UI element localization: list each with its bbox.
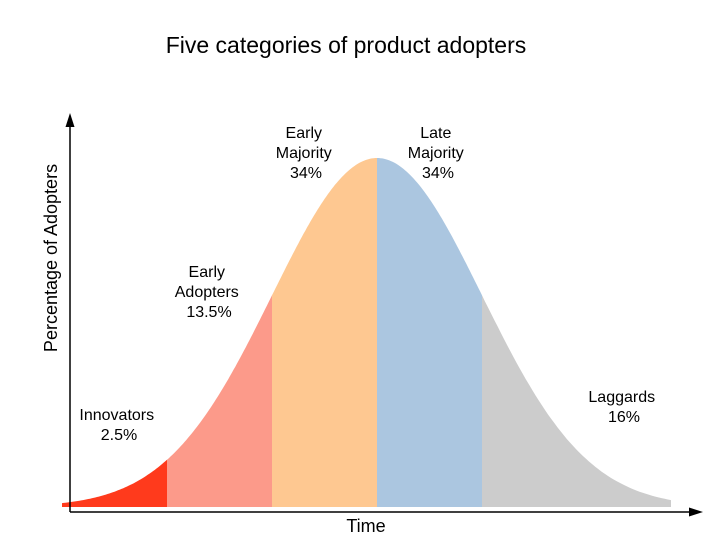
laggards-label: Laggards 16% [588, 389, 659, 426]
early-adopters-segment [167, 295, 272, 507]
diagram-title: Five categories of product adopters [166, 32, 527, 58]
early-majority-segment [272, 158, 377, 507]
y-axis-label: Percentage of Adopters [41, 164, 61, 352]
laggards-segment [482, 295, 671, 507]
y-axis-arrowhead [65, 113, 75, 127]
early-adopters-label: Early Adopters 13.5% [175, 264, 244, 321]
late-majority-segment [377, 158, 482, 507]
early-majority-label: Early Majority 34% [276, 125, 336, 182]
bell-curve [62, 158, 671, 507]
late-majority-label: Late Majority 34% [408, 125, 468, 182]
x-axis-arrowhead [689, 507, 703, 517]
innovators-segment [62, 459, 167, 507]
x-axis-label: Time [346, 516, 385, 536]
innovators-label: Innovators 2.5% [79, 407, 158, 444]
